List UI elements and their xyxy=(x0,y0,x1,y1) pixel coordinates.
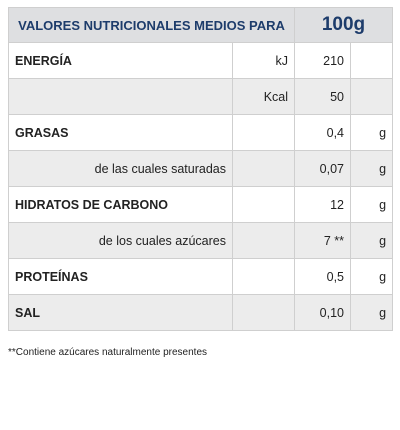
value: 50 xyxy=(294,78,352,115)
unit: g xyxy=(350,150,394,187)
unit xyxy=(231,114,296,151)
nutrient-sublabel: de los cuales azúcares xyxy=(8,222,233,259)
unit: g xyxy=(350,186,394,223)
unit xyxy=(231,222,296,259)
nutrient-label: ENERGÍA xyxy=(8,42,233,79)
header-amount: 100g xyxy=(294,7,394,43)
unit: g xyxy=(350,114,394,151)
unit: g xyxy=(350,258,394,295)
nutrient-sublabel: de las cuales saturadas xyxy=(8,150,233,187)
nutrient-label: SAL xyxy=(8,294,233,331)
nutrient-row: de las cuales saturadas 0,07 g xyxy=(8,150,394,187)
unit: g xyxy=(350,294,394,331)
unit xyxy=(231,186,296,223)
footnote: **Contiene azúcares naturalmente present… xyxy=(8,347,208,358)
value: 0,07 xyxy=(294,150,352,187)
nutrient-row: Kcal 50 xyxy=(8,78,394,115)
unit: kJ xyxy=(231,42,296,79)
nutrient-row: HIDRATOS DE CARBONO 12 g xyxy=(8,186,394,223)
nutrition-table: VALORES NUTRICIONALES MEDIOS PARA 100g E… xyxy=(7,7,394,331)
nutrient-label: GRASAS xyxy=(8,114,233,151)
nutrient-row: PROTEÍNAS 0,5 g xyxy=(8,258,394,295)
unit xyxy=(231,150,296,187)
header-title: VALORES NUTRICIONALES MEDIOS PARA xyxy=(7,7,296,43)
value: 12 xyxy=(294,186,352,223)
value: 7 ** xyxy=(294,222,352,259)
unit: g xyxy=(350,222,394,259)
nutrient-row: de los cuales azúcares 7 ** g xyxy=(8,222,394,259)
nutrient-row: GRASAS 0,4 g xyxy=(8,114,394,151)
value: 0,10 xyxy=(294,294,352,331)
unit: Kcal xyxy=(231,78,296,115)
nutrient-row: ENERGÍA kJ 210 xyxy=(8,42,394,79)
empty-cell xyxy=(8,78,233,115)
nutrient-label: PROTEÍNAS xyxy=(8,258,233,295)
value: 0,4 xyxy=(294,114,352,151)
nutrient-row: SAL 0,10 g xyxy=(8,294,394,331)
header-row: VALORES NUTRICIONALES MEDIOS PARA 100g xyxy=(7,7,394,43)
value: 210 xyxy=(294,42,352,79)
unit xyxy=(231,294,296,331)
unit xyxy=(350,42,394,79)
unit xyxy=(350,78,394,115)
value: 0,5 xyxy=(294,258,352,295)
unit xyxy=(231,258,296,295)
nutrient-label: HIDRATOS DE CARBONO xyxy=(8,186,233,223)
